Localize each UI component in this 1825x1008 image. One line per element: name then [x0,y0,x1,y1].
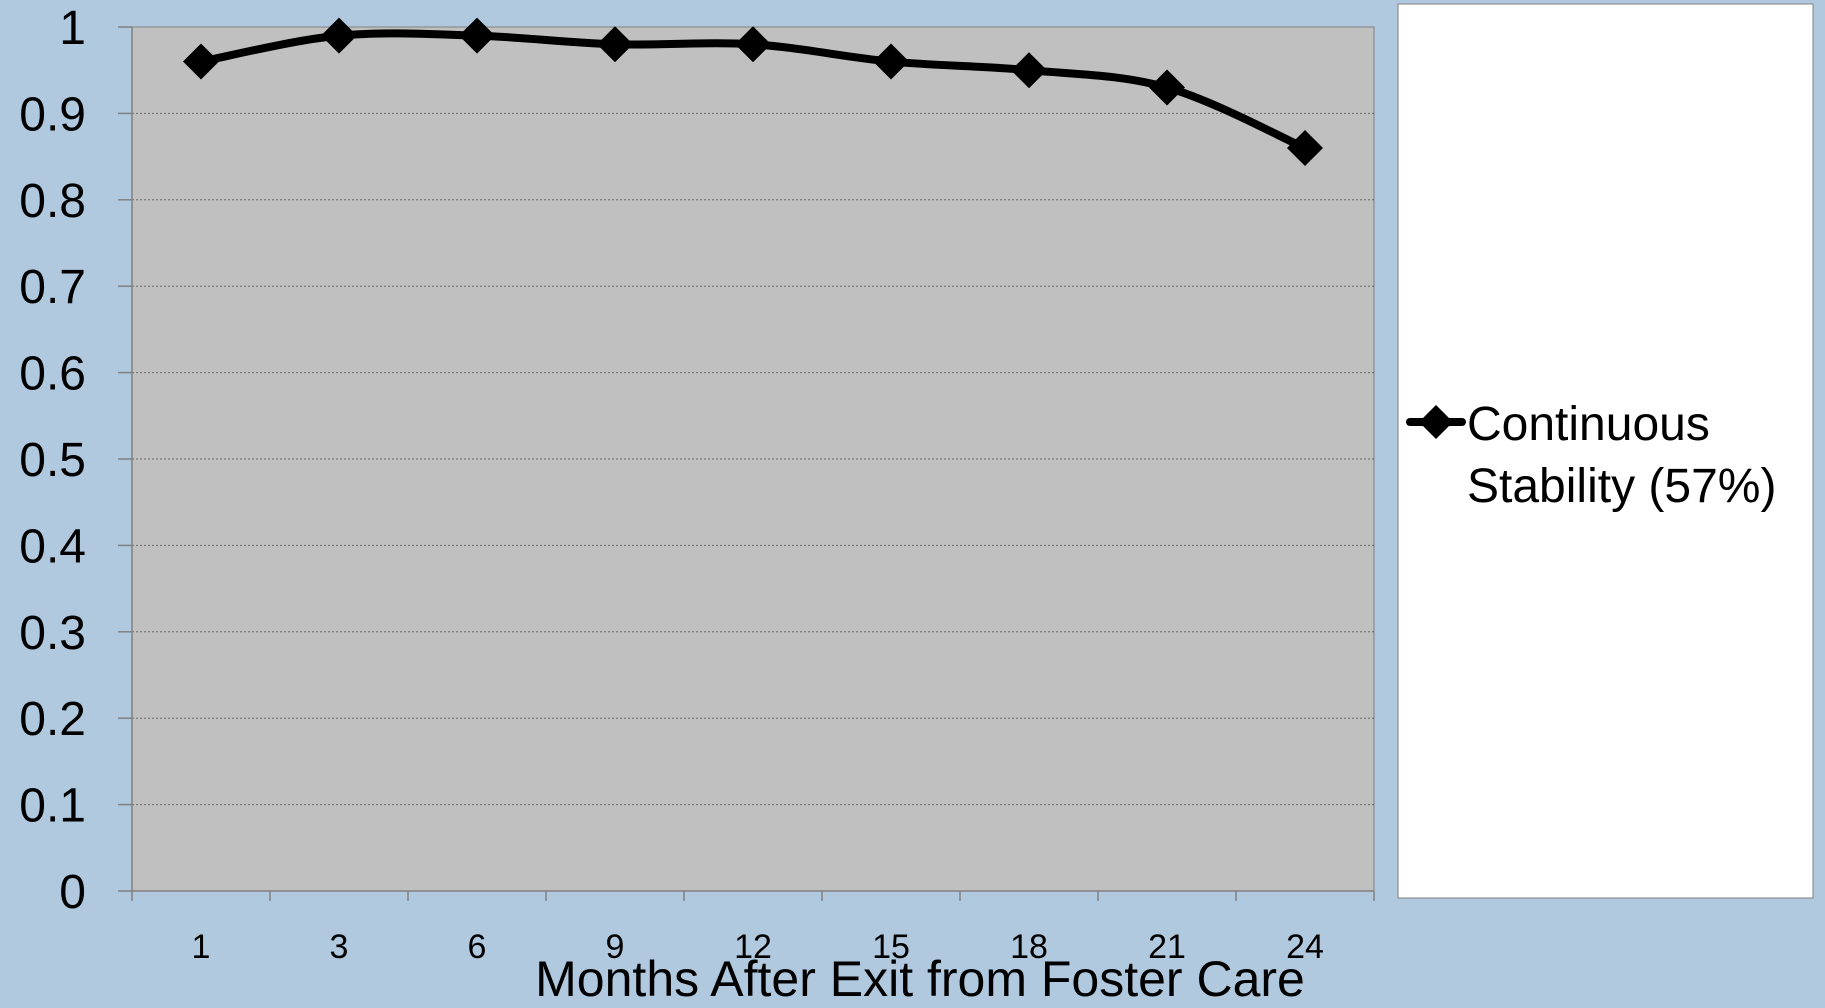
legend-item: Continuous Stability (57%) [1406,398,1776,513]
x-tick-label: 3 [330,928,349,966]
data-point-marker [1011,52,1047,89]
y-tick-label: 0.2 [19,693,86,746]
x-tick-label: 12 [734,928,772,966]
y-tick-label: 1 [59,2,86,55]
legend-diamond-icon [1419,405,1453,439]
data-point-marker [321,17,357,54]
y-tick-label: 0.6 [19,348,86,401]
data-point-marker [735,26,771,63]
plot-area [131,26,1375,892]
x-tick-label: 15 [872,928,910,966]
x-tick-label: 21 [1148,928,1186,966]
x-tick-label: 9 [606,928,625,966]
y-tick-label: 0.5 [19,434,86,487]
legend-box [1397,3,1814,899]
legend-label-line-2: Stability (57%) [1467,460,1776,513]
x-tick-label: 6 [468,928,487,966]
gridlines [132,112,1374,806]
data-point-marker [597,26,633,63]
y-tick-label: 0.1 [19,780,86,833]
y-tick-label: 0.8 [19,175,86,228]
data-point-marker [1149,69,1185,106]
data-point-marker [459,17,495,54]
x-tick-labels: 1 3 6 9 12 15 18 21 24 [192,928,1324,966]
x-axis-title: Months After Exit from Foster Care [535,951,1305,1003]
y-tick-label: 0.7 [19,261,86,314]
x-tick-label: 18 [1010,928,1048,966]
x-tick-label: 24 [1286,928,1324,966]
legend-label: Continuous Stability (57%) [1467,398,1776,513]
y-tick-label: 0.9 [19,88,86,141]
data-point-marker [873,43,909,80]
y-tick-labels: 0 0.1 0.2 0.3 0.4 0.5 0.6 0.7 0.8 0.9 1 [19,2,86,919]
y-tick-label: 0 [59,866,86,919]
x-tick-label: 1 [192,928,211,966]
data-point-marker [183,43,219,80]
y-tick-label: 0.4 [19,520,86,573]
legend-label-line-1: Continuous [1467,398,1710,451]
axes [118,26,1375,901]
y-tick-label: 0.3 [19,607,86,660]
data-point-marker [1287,129,1323,166]
series-layer [183,17,1323,166]
